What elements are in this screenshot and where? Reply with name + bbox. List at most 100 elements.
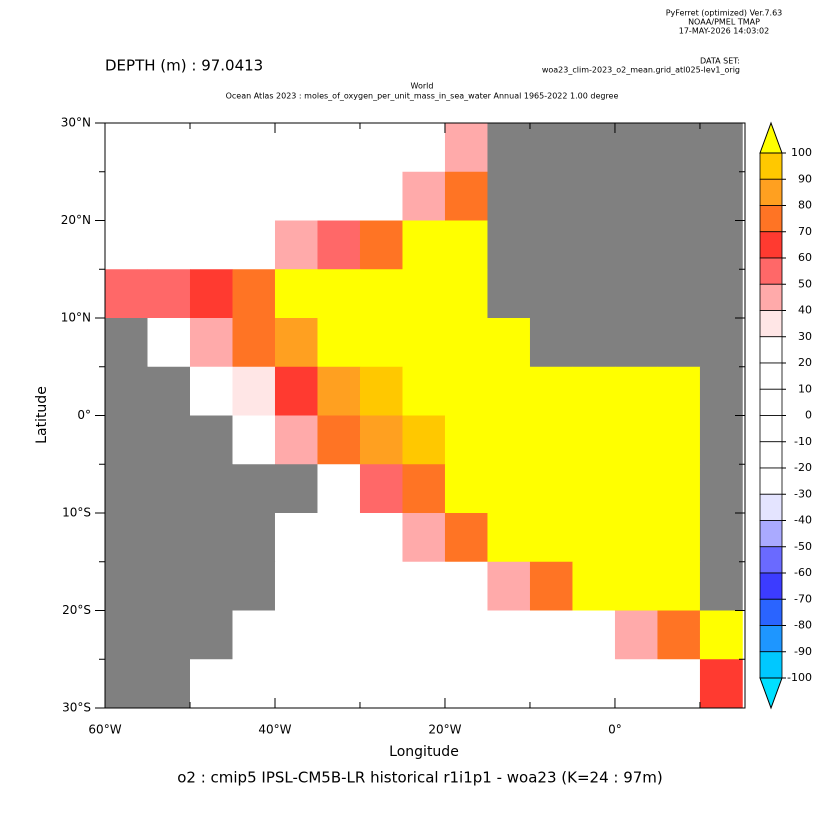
data-cell bbox=[402, 269, 446, 319]
data-cell bbox=[444, 561, 488, 611]
colorbar-label: 30 bbox=[798, 330, 812, 343]
data-cell bbox=[402, 171, 446, 221]
data-cell bbox=[274, 318, 318, 368]
data-cell bbox=[274, 513, 318, 563]
y-tick-label: 10°N bbox=[61, 311, 91, 325]
land-cell bbox=[487, 171, 531, 221]
data-cell bbox=[529, 464, 573, 514]
colorbar-over bbox=[759, 121, 783, 154]
x-axis-label: Longitude bbox=[389, 744, 459, 760]
data-cell bbox=[147, 318, 191, 368]
colorbar-band bbox=[759, 205, 783, 233]
land-cell bbox=[529, 220, 573, 270]
land-cell bbox=[572, 123, 616, 173]
data-cell bbox=[232, 659, 276, 709]
data-cell bbox=[317, 171, 361, 221]
data-cell bbox=[317, 513, 361, 563]
colorbar-band bbox=[759, 651, 783, 679]
land-cell bbox=[614, 269, 658, 319]
colorbar-label: 90 bbox=[798, 172, 812, 185]
data-cell bbox=[444, 415, 488, 465]
data-cell bbox=[359, 171, 403, 221]
data-cell bbox=[317, 220, 361, 270]
land-cell bbox=[614, 171, 658, 221]
colorbar-label: 60 bbox=[798, 251, 812, 264]
colorbar-label: 80 bbox=[798, 199, 812, 212]
land-cell bbox=[232, 464, 276, 514]
land-cell bbox=[189, 610, 233, 660]
land-cell bbox=[147, 561, 191, 611]
data-cell bbox=[232, 220, 276, 270]
land-cell bbox=[657, 220, 701, 270]
data-cell bbox=[274, 123, 318, 173]
land-cell bbox=[147, 464, 191, 514]
colorbar-label: -40 bbox=[794, 514, 812, 527]
data-cell bbox=[444, 659, 488, 709]
colorbar-band bbox=[759, 493, 783, 521]
land-cell bbox=[232, 513, 276, 563]
data-cell bbox=[614, 561, 658, 611]
data-cell bbox=[189, 220, 233, 270]
colorbar-label: -100 bbox=[787, 671, 812, 684]
data-cell bbox=[657, 415, 701, 465]
land-cell bbox=[105, 513, 148, 563]
colorbar-band bbox=[759, 310, 783, 338]
land-cell bbox=[699, 464, 743, 514]
colorbar-label: -90 bbox=[794, 645, 812, 658]
data-cell bbox=[105, 220, 148, 270]
x-tick-label: 20°W bbox=[428, 723, 461, 737]
data-cell bbox=[614, 659, 658, 709]
data-cell bbox=[444, 318, 488, 368]
land-cell bbox=[657, 171, 701, 221]
land-cell bbox=[189, 415, 233, 465]
data-cell bbox=[444, 220, 488, 270]
data-cell bbox=[147, 171, 191, 221]
y-axis-label: Latitude bbox=[34, 386, 50, 444]
x-tick-label: 0° bbox=[608, 723, 622, 737]
land-cell bbox=[572, 171, 616, 221]
data-cell bbox=[572, 561, 616, 611]
depth-label: DEPTH (m) : 97.0413 bbox=[105, 57, 263, 75]
land-cell bbox=[487, 123, 531, 173]
land-cell bbox=[274, 464, 318, 514]
land-cell bbox=[105, 610, 148, 660]
colorbar-label: 40 bbox=[798, 304, 812, 317]
y-tick-label: 30°N bbox=[61, 116, 91, 130]
land-cell bbox=[572, 269, 616, 319]
land-cell bbox=[105, 366, 148, 416]
land-cell bbox=[572, 318, 616, 368]
data-cell bbox=[274, 561, 318, 611]
land-cell bbox=[105, 415, 148, 465]
data-cell bbox=[657, 659, 701, 709]
land-cell bbox=[105, 561, 148, 611]
data-cell bbox=[614, 513, 658, 563]
data-cell bbox=[444, 513, 488, 563]
data-cell bbox=[402, 659, 446, 709]
data-cell bbox=[317, 318, 361, 368]
data-cell bbox=[232, 415, 276, 465]
data-cell bbox=[317, 659, 361, 709]
colorbar-label: -60 bbox=[794, 566, 812, 579]
data-cell bbox=[402, 513, 446, 563]
land-cell bbox=[487, 269, 531, 319]
data-cell bbox=[529, 513, 573, 563]
land-cell bbox=[105, 318, 148, 368]
data-cell bbox=[657, 561, 701, 611]
land-cell bbox=[147, 415, 191, 465]
land-cell bbox=[487, 220, 531, 270]
colorbar-band bbox=[759, 415, 783, 443]
colorbar-label: -30 bbox=[794, 487, 812, 500]
colorbar-band bbox=[759, 231, 783, 259]
colorbar-band bbox=[759, 152, 783, 180]
chart-subtitle: Ocean Atlas 2023 : moles_of_oxygen_per_u… bbox=[226, 92, 619, 101]
data-cell bbox=[444, 464, 488, 514]
data-cell bbox=[614, 415, 658, 465]
land-cell bbox=[189, 464, 233, 514]
header-line: NOAA/PMEL TMAP bbox=[688, 18, 760, 27]
colorbar-label: 20 bbox=[798, 356, 812, 369]
data-cell bbox=[699, 659, 743, 709]
data-cell bbox=[614, 464, 658, 514]
data-cell bbox=[529, 415, 573, 465]
dataset-label: DATA SET: bbox=[700, 57, 740, 66]
land-cell bbox=[657, 123, 701, 173]
